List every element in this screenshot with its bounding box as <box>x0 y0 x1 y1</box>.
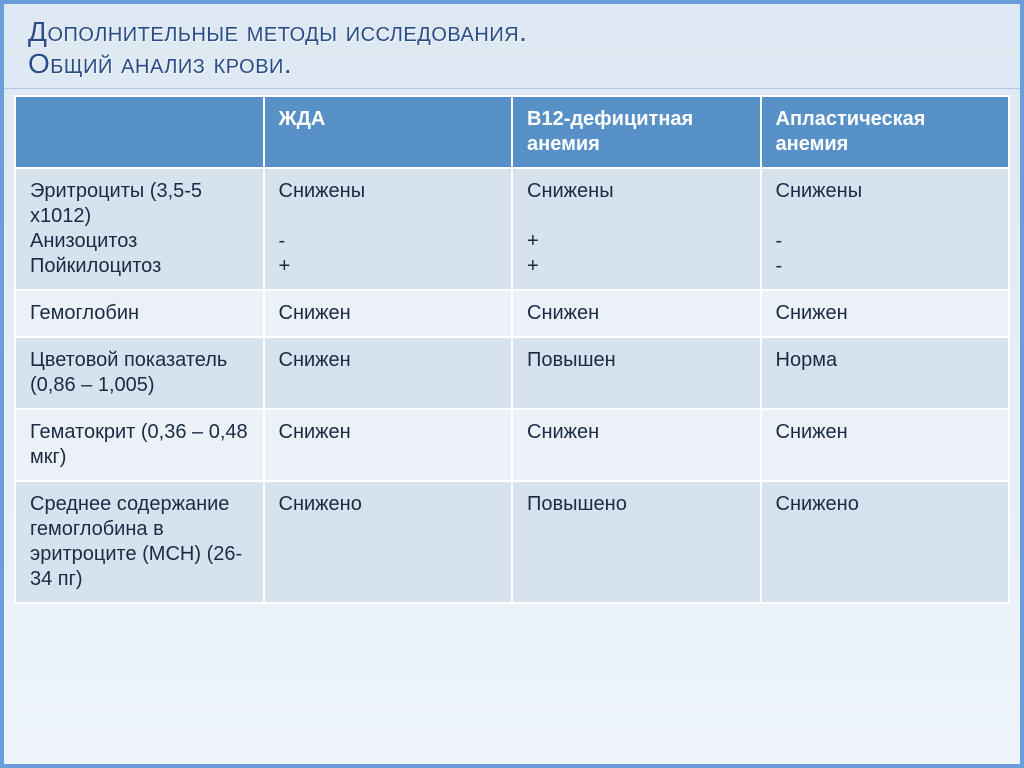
slide-title: Дополнительные методы исследования. Общи… <box>4 4 1020 89</box>
table-row: Эритроциты (3,5-5 х1012) Анизоцитоз Пойк… <box>15 168 1009 290</box>
table-row: Гематокрит (0,36 – 0,48 мкг) Снижен Сниж… <box>15 409 1009 481</box>
row-label: Гемоглобин <box>15 290 264 337</box>
slide: Дополнительные методы исследования. Общи… <box>0 0 1024 768</box>
cell: Снижен <box>761 290 1010 337</box>
cell: Снижен <box>264 409 513 481</box>
col-header-ida: ЖДА <box>264 96 513 168</box>
col-header-aplast: Апластическая анемия <box>761 96 1010 168</box>
table-header-row: ЖДА В12-дефицитная анемия Апластическая … <box>15 96 1009 168</box>
cell: Снижено <box>761 481 1010 603</box>
cell: Повышено <box>512 481 761 603</box>
cell: Снижены + + <box>512 168 761 290</box>
cell: Снижен <box>264 337 513 409</box>
cell: Норма <box>761 337 1010 409</box>
table-row: Гемоглобин Снижен Снижен Снижен <box>15 290 1009 337</box>
row-label: Цветовой показатель (0,86 – 1,005) <box>15 337 264 409</box>
cell: Снижены - - <box>761 168 1010 290</box>
blood-analysis-table: ЖДА В12-дефицитная анемия Апластическая … <box>14 95 1010 604</box>
cell: Повышен <box>512 337 761 409</box>
col-header-empty <box>15 96 264 168</box>
col-header-b12: В12-дефицитная анемия <box>512 96 761 168</box>
title-line-1: Дополнительные методы исследования. <box>28 16 527 47</box>
cell: Снижено <box>264 481 513 603</box>
table-row: Цветовой показатель (0,86 – 1,005) Сниже… <box>15 337 1009 409</box>
row-label: Гематокрит (0,36 – 0,48 мкг) <box>15 409 264 481</box>
cell: Снижены - + <box>264 168 513 290</box>
cell: Снижен <box>512 409 761 481</box>
cell: Снижен <box>761 409 1010 481</box>
title-line-2: Общий анализ крови. <box>28 48 292 79</box>
cell: Снижен <box>512 290 761 337</box>
row-label: Эритроциты (3,5-5 х1012) Анизоцитоз Пойк… <box>15 168 264 290</box>
table-row: Среднее содержание гемоглобина в эритроц… <box>15 481 1009 603</box>
row-label: Среднее содержание гемоглобина в эритроц… <box>15 481 264 603</box>
cell: Снижен <box>264 290 513 337</box>
